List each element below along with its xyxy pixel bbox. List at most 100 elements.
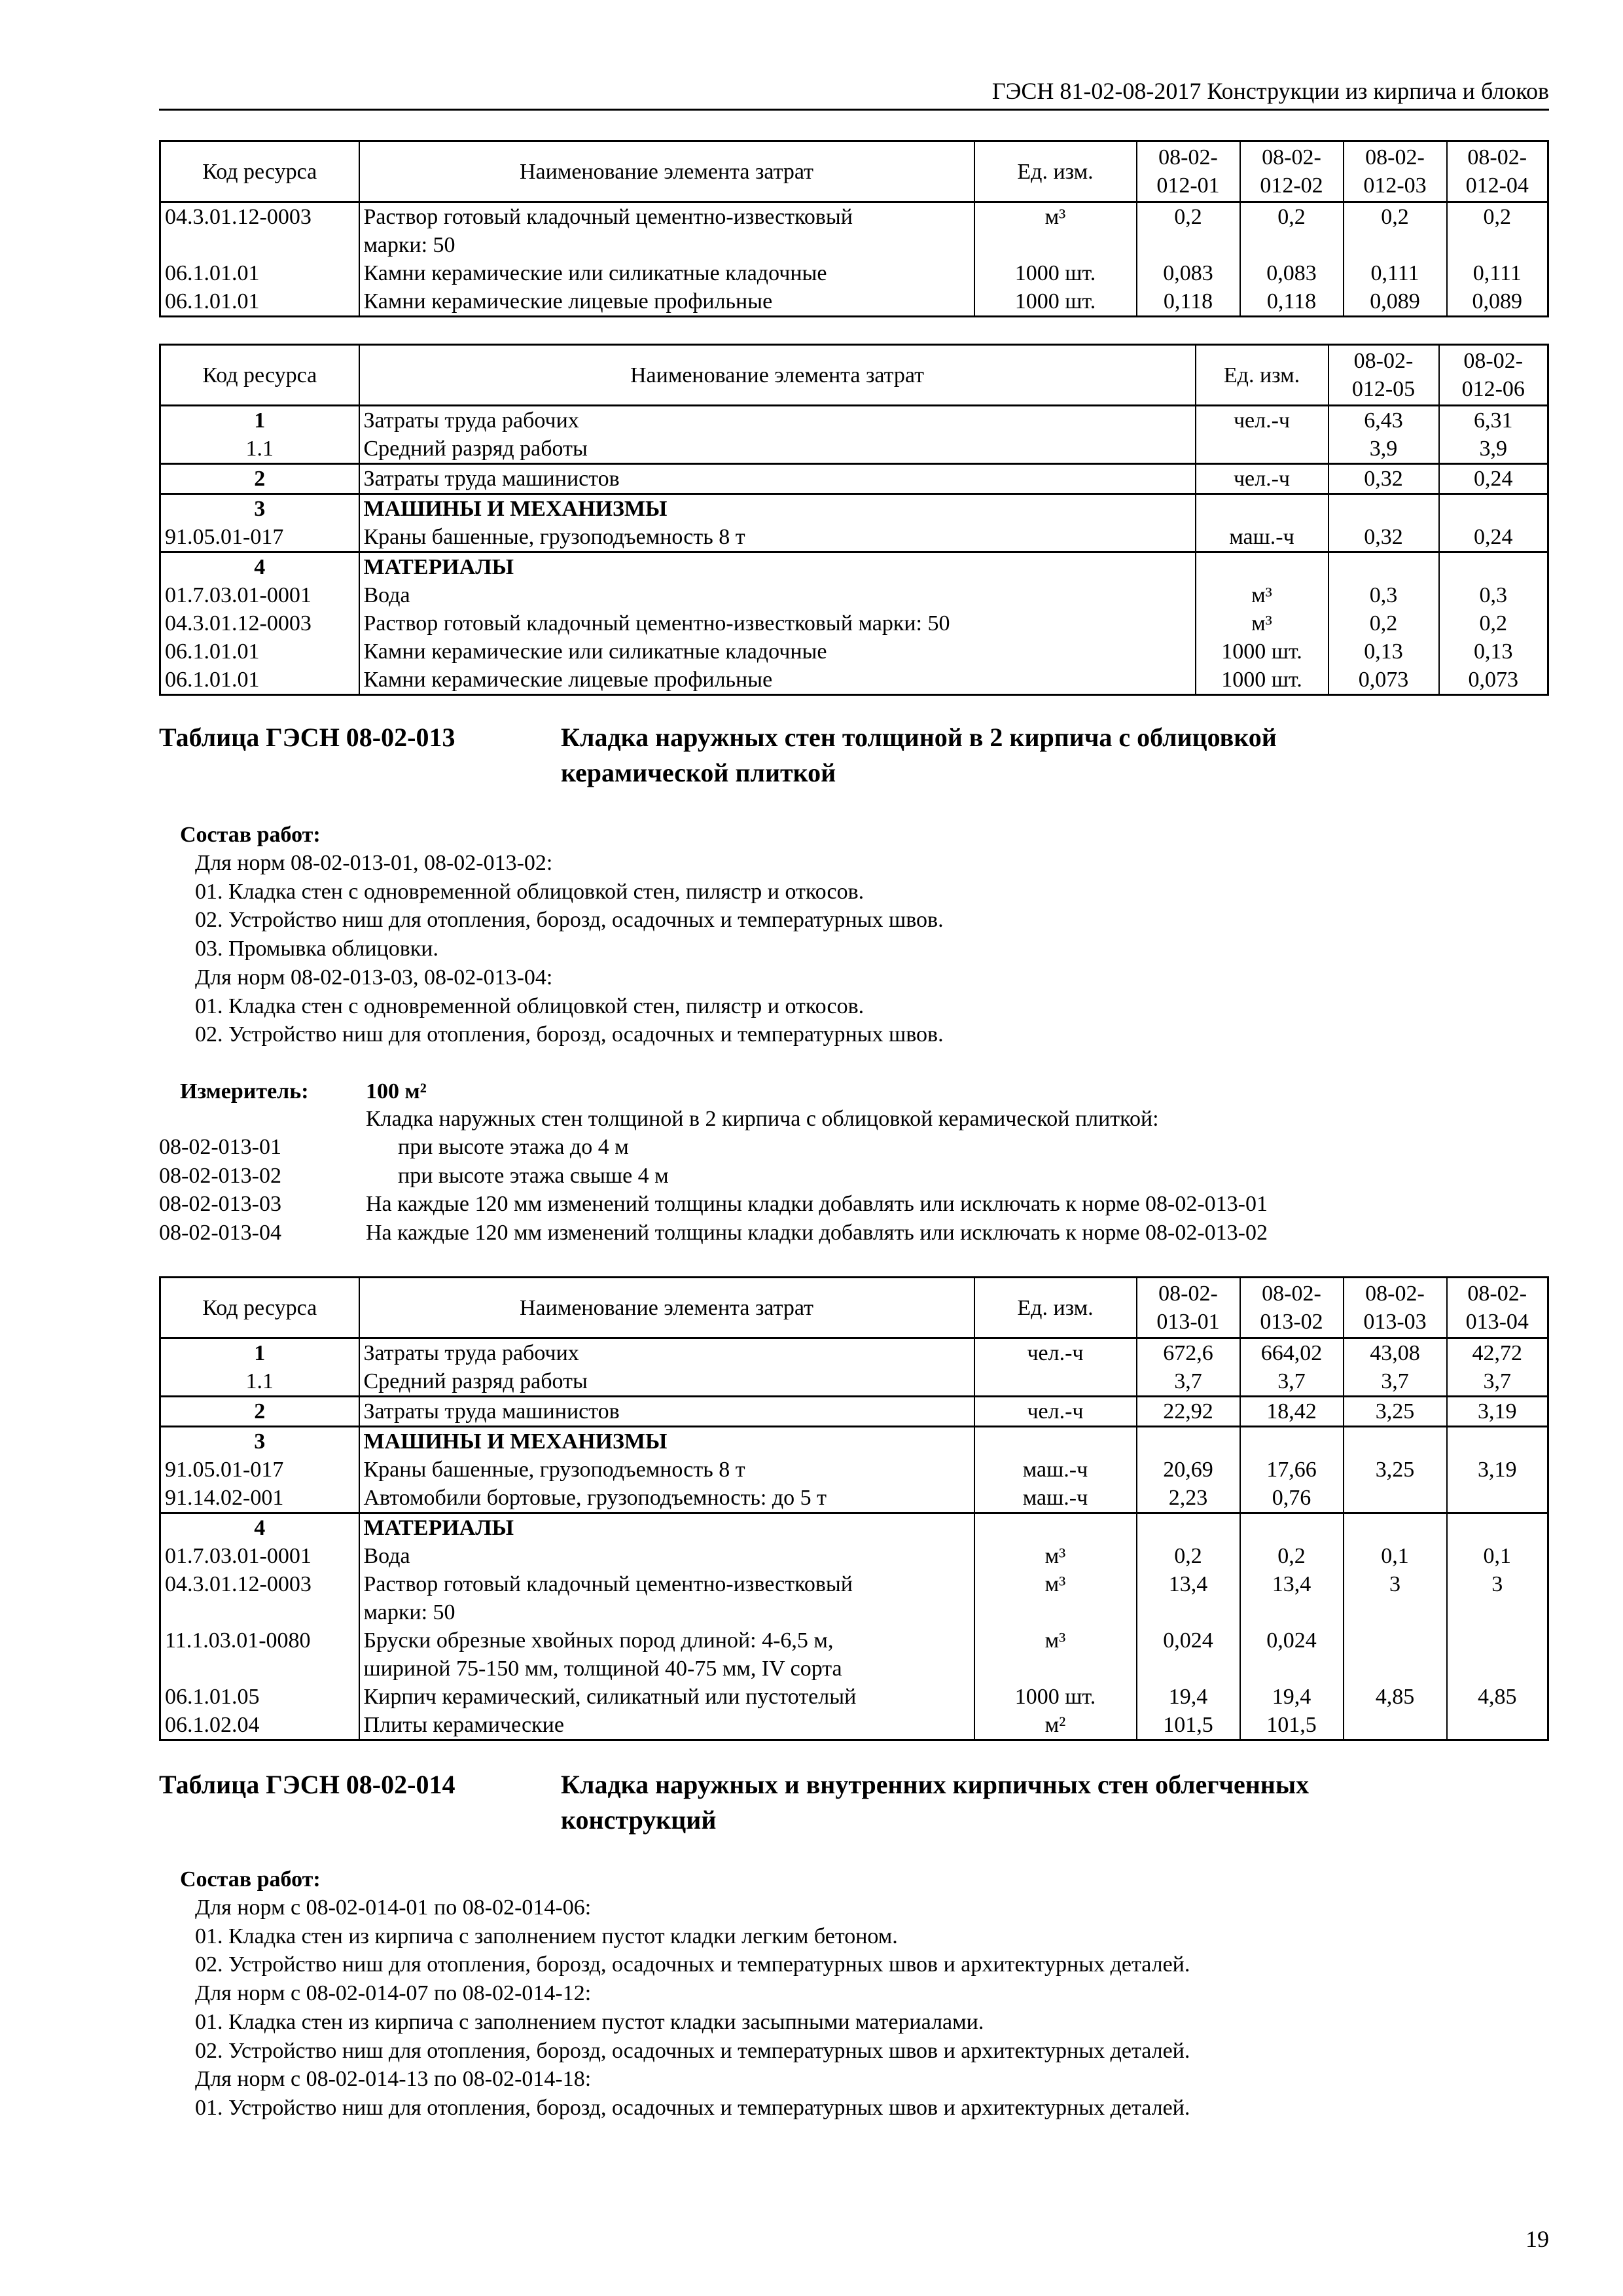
- norm-value: 0,3: [1438, 581, 1549, 609]
- unit: м²: [973, 1711, 1137, 1740]
- norm-value: [1327, 493, 1440, 523]
- unit: 1000 шт.: [973, 1683, 1137, 1711]
- column-header: 08-02- 013-02: [1239, 1276, 1344, 1339]
- norm-value: [1239, 1655, 1344, 1683]
- norm-row: 08-02-013-04 На каждые 120 мм изменений т…: [159, 1219, 1549, 1247]
- works-heading-014: Состав работ:: [180, 1867, 321, 1892]
- work-item: 01. Кладка стен из кирпича с заполнением…: [195, 2009, 984, 2034]
- norm-value: [1239, 1512, 1344, 1542]
- norm-value: 101,5: [1135, 1711, 1241, 1740]
- resource-code: 1: [159, 405, 360, 435]
- norm-description: при высоте этажа свыше 4 м: [398, 1163, 669, 1188]
- unit: м³: [1194, 609, 1329, 637]
- norm-value: 0,2: [1342, 202, 1448, 231]
- column-header: Наименование элемента затрат: [358, 1276, 975, 1339]
- norm-value: 0,024: [1239, 1626, 1344, 1655]
- norm-value: [1135, 1512, 1241, 1542]
- norm-value: 20,69: [1135, 1456, 1241, 1484]
- cost-element-name: Плиты керамические: [358, 1711, 975, 1740]
- norms-list: 08-02-013-01 при высоте этажа до 4 м 08-02…: [159, 1133, 1549, 1247]
- norm-value: 0,3: [1327, 581, 1440, 609]
- column-header: 08-02- 012-05: [1327, 344, 1440, 406]
- column-header: 08-02- 012-03: [1342, 140, 1448, 203]
- resource-code: 3: [159, 1426, 360, 1456]
- table-row: 06.1.01.01 Камни керамические лицевые про…: [159, 287, 1549, 317]
- cost-element-name: Затраты труда рабочих: [358, 405, 1196, 435]
- resource-code: 06.1.01.05: [159, 1683, 360, 1711]
- unit: маш.-ч: [1194, 523, 1329, 552]
- cost-element-name: МАТЕРИАЛЫ: [358, 551, 1196, 581]
- norm-value: 13,4: [1239, 1570, 1344, 1598]
- norm-value: 3,7: [1135, 1367, 1241, 1397]
- cost-element-name: Кирпич керамический, силикатный или пуст…: [358, 1683, 975, 1711]
- table-label-013: Таблица ГЭСН 08-02-013: [159, 723, 455, 752]
- resource-code: 06.1.02.04: [159, 1711, 360, 1740]
- resource-code: 04.3.01.12-0003: [159, 1570, 360, 1598]
- unit: 1000 шт.: [973, 259, 1137, 287]
- unit: [1194, 493, 1329, 523]
- unit: маш.-ч: [973, 1456, 1137, 1484]
- resource-code: 91.05.01-017: [159, 1456, 360, 1484]
- unit: [973, 231, 1137, 259]
- unit: чел.-ч: [973, 1395, 1137, 1427]
- cost-element-name: МАТЕРИАЛЫ: [358, 1512, 975, 1542]
- cost-element-name: Затраты труда машинистов: [358, 1395, 975, 1427]
- table-row: 01.7.03.01-0001 Вода м³ 0,2 0,2 0,1 0,1: [159, 1542, 1549, 1570]
- norm-value: 0,118: [1135, 287, 1241, 317]
- cost-element-name: Вода: [358, 581, 1196, 609]
- header-rule: [159, 109, 1549, 111]
- norm-value: 0,32: [1327, 523, 1440, 552]
- unit: [973, 1426, 1137, 1456]
- resource-table-012-05-06: Код ресурса Наименование элемента затрат Е…: [159, 344, 1549, 696]
- norm-value: [1446, 1655, 1549, 1683]
- norm-value: 0,024: [1135, 1626, 1241, 1655]
- unit: маш.-ч: [973, 1484, 1137, 1513]
- norm-value: 22,92: [1135, 1395, 1241, 1427]
- table-title-013-line2: керамической плиткой: [561, 758, 836, 787]
- table-row: 06.1.01.01 Камни керамические или силикат…: [159, 637, 1549, 666]
- resource-code: [159, 231, 360, 259]
- norm-description: На каждые 120 мм изменений толщины кладк…: [366, 1192, 1268, 1217]
- norm-value: [1342, 1626, 1448, 1655]
- norm-row: 08-02-013-01 при высоте этажа до 4 м: [159, 1133, 1549, 1162]
- resource-code: 91.05.01-017: [159, 523, 360, 552]
- norm-value: 0,13: [1327, 637, 1440, 666]
- work-item: 02. Устройство ниш для отопления, борозд…: [195, 1022, 944, 1047]
- works-heading-013: Состав работ:: [180, 823, 321, 847]
- table-row: 04.3.01.12-0003 Раствор готовый кладочный…: [159, 609, 1549, 637]
- column-header: 08-02- 013-01: [1135, 1276, 1241, 1339]
- column-header: Код ресурса: [159, 344, 360, 406]
- unit: [973, 1655, 1137, 1683]
- table-row: 91.05.01-017 Краны башенные, грузоподъемн…: [159, 1456, 1549, 1484]
- cost-element-name: Камни керамические или силикатные кладоч…: [358, 259, 975, 287]
- norm-value: [1239, 1598, 1344, 1626]
- resource-table-012-01-04: Код ресурса Наименование элемента затрат Е…: [159, 140, 1549, 317]
- norm-value: 3,7: [1446, 1367, 1549, 1397]
- running-header: ГЭСН 81-02-08-2017 Конструкции из кирпич…: [991, 78, 1549, 104]
- cost-element-name: Раствор готовый кладочный цементно-извес…: [358, 202, 975, 231]
- norm-value: [1239, 1426, 1344, 1456]
- norm-value: 672,6: [1135, 1338, 1241, 1367]
- norm-code: 08-02-013-01: [159, 1135, 281, 1159]
- norm-value: [1446, 1598, 1549, 1626]
- norm-value: [1342, 1512, 1448, 1542]
- resource-code: 2: [159, 1395, 360, 1427]
- table-title-014-line1: Кладка наружных и внутренних кирпичных с…: [561, 1770, 1310, 1799]
- cost-element-name: Камни керамические лицевые профильные: [358, 287, 975, 317]
- cost-element-name: МАШИНЫ И МЕХАНИЗМЫ: [358, 1426, 975, 1456]
- norm-value: [1438, 551, 1549, 581]
- resource-code: 11.1.03.01-0080: [159, 1626, 360, 1655]
- norm-value: 3: [1446, 1570, 1549, 1598]
- work-item: Для норм с 08-02-014-07 по 08-02-014-12:: [195, 1981, 592, 2006]
- norm-value: 0,1: [1342, 1542, 1448, 1570]
- resource-code: 01.7.03.01-0001: [159, 1542, 360, 1570]
- norm-value: 18,42: [1239, 1395, 1344, 1427]
- norm-value: 0,111: [1446, 259, 1549, 287]
- norm-value: 3,7: [1239, 1367, 1344, 1397]
- column-header: Ед. изм.: [973, 140, 1137, 203]
- norm-value: 0,083: [1135, 259, 1241, 287]
- cost-element-name: Вода: [358, 1542, 975, 1570]
- column-header: Ед. изм.: [973, 1276, 1137, 1339]
- work-item: 02. Устройство ниш для отопления, борозд…: [195, 2038, 1190, 2063]
- norm-value: 42,72: [1446, 1338, 1549, 1367]
